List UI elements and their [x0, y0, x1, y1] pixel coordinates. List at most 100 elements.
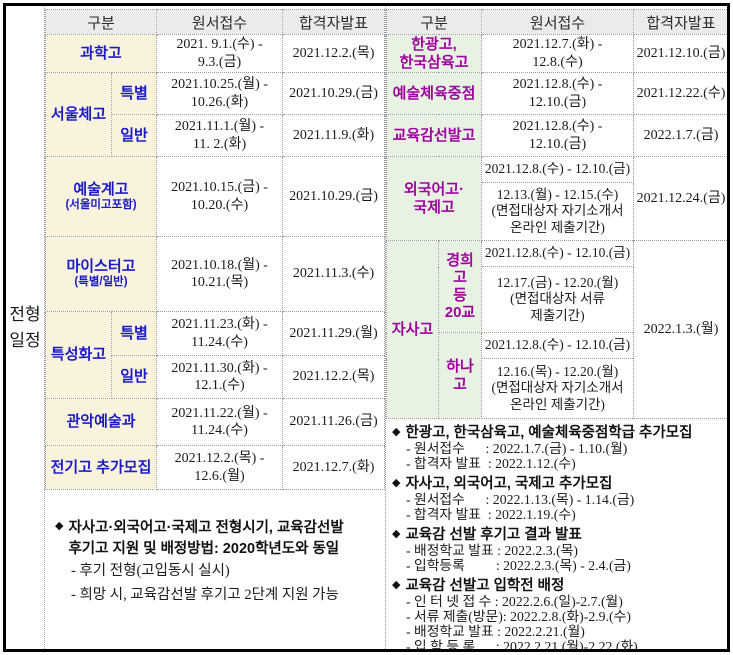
subcategory-cell-special: 특별 — [110, 72, 158, 115]
category-cell-vocational: 특성화고 — [45, 311, 112, 399]
apply-date-cell: 2021. 9.1.(수) - 9.3.(금) — [156, 34, 284, 73]
category-subnote: (특별/일반) — [74, 276, 128, 289]
left-header-announce: 합격자발표 — [282, 9, 386, 35]
subcategory-cell-general: 일반 — [110, 114, 158, 157]
table-row-early-extra: 전기고 추가모집 2021.12.2.(목) - 12.6.(월) 2021.1… — [44, 445, 386, 490]
announce-date-cell: 2021.12.7.(화) — [282, 445, 386, 490]
announce-date-cell: 2022.1.7.(금) — [633, 114, 727, 157]
apply-date-cell: 2021.10.15.(금) - 10.20.(수) — [156, 156, 284, 237]
apply-date-cell: 2021.11.23.(화) - 11.24.(수) — [156, 311, 284, 356]
apply-date-cell: 2021.10.18.(월) - 10.21.(목) — [156, 236, 284, 312]
table-row-science: 과학고 2021. 9.1.(수) - 9.3.(금) 2021.12.2.(목… — [44, 34, 386, 73]
table-row-arts: 예술계고 (서울미고포함) 2021.10.15.(금) - 10.20.(수)… — [44, 156, 386, 237]
diamond-bullet-icon: ◆ — [392, 476, 401, 489]
diamond-bullet-icon: ◆ — [55, 520, 64, 532]
left-header-row: 구분 원서접수 합격자발표 — [44, 9, 386, 35]
footnote-title-row: ◆ 자사고, 외국어고, 국제고 추가모집 — [392, 475, 726, 493]
announce-date-cell: 2022.1.3.(월) — [633, 240, 727, 419]
footnote-line: - 배정학교 발표 : 2022.2.3.(목) — [406, 542, 579, 558]
right-half: 구분 원서접수 합격자발표 한광고, 한국삼육고 2021.12.7.(화) -… — [385, 6, 728, 652]
category-cell-seoul-athletic: 서울체고 — [45, 72, 112, 157]
right-header-apply: 원서접수 — [481, 9, 635, 35]
right-header-category: 구분 — [385, 9, 483, 35]
announce-date-cell: 2021.11.9.(화) — [282, 114, 386, 157]
announce-date-cell: 2021.10.29.(금) — [282, 156, 386, 237]
apply-date-cell: 2021.12.8.(수) - 12.10.(금) — [481, 156, 635, 183]
footnote-section: ◆ 자사고, 외국어고, 국제고 추가모집 - 원서접수 : 2022.1.13… — [392, 475, 726, 523]
category-name: 예술계고 — [73, 180, 129, 198]
category-cell-hankwang: 한광고, 한국삼육고 — [385, 34, 483, 73]
apply-date-cell: 2021.12.8.(수) - 12.10.(금) — [481, 72, 635, 115]
category-cell-science: 과학고 — [44, 34, 158, 73]
table-row-meister: 마이스터고 (특별/일반) 2021.10.18.(월) - 10.21.(목)… — [44, 236, 386, 312]
announce-date-cell: 2021.12.2.(목) — [282, 355, 386, 399]
category-cell-gwanak-arts: 관악예술과 — [44, 398, 158, 446]
table-row-jasago-kyunghee-1: 자사고 경희고 등 20교 2021.12.8.(수) - 12.10.(금) … — [386, 240, 727, 419]
left-half: 구분 원서접수 합격자발표 과학고 2021. 9.1.(수) - 9.3.(금… — [44, 6, 386, 649]
category-cell-arts-sports-focus: 예술체육중점 — [385, 72, 483, 115]
right-header-row: 구분 원서접수 합격자발표 — [385, 9, 727, 35]
apply-date-cell: 12.13.(월) - 12.15.(수) (면접대상자 자기소개서 온라인 제… — [481, 182, 635, 241]
apply-date-cell: 2021.11.22.(월) - 11.24.(수) — [156, 398, 284, 446]
category-cell-superintendent-select: 교육감선발고 — [385, 114, 483, 157]
category-cell-meister: 마이스터고 (특별/일반) — [44, 236, 158, 312]
apply-date-cell: 2021.12.8.(수) - 12.10.(금) — [481, 240, 635, 267]
left-header-apply: 원서접수 — [156, 9, 284, 35]
category-cell-arts: 예술계고 (서울미고포함) — [44, 156, 158, 237]
footnote-title-row: ◆ 교육감 선발 후기고 결과 발표 — [392, 526, 726, 544]
table-row-jasago-hana-2: 12.16.(목) - 12.20.(월) (면접대상자 자기소개서 온라인 제… — [387, 358, 728, 419]
footnote-section: ◆ 교육감 선발 후기고 결과 발표 - 배정학교 발표 : 2022.2.3.… — [392, 526, 726, 574]
admission-schedule-sheet: 전형 일정 구분 원서접수 합격자발표 과학고 2021. 9.1.(수) - … — [3, 3, 730, 652]
category-name: 마이스터고 — [66, 258, 136, 276]
table-row-seoul-athletic-special: 서울체고 특별 2021.10.25.(월) - 10.26.(화) 2021.… — [45, 72, 386, 157]
subcategory-cell-hana: 하나고 — [437, 332, 483, 419]
apply-date-cell: 2021.12.8.(수) - 12.10.(금) — [481, 332, 635, 359]
footnote-line: - 입학등록 : 2022.2.3.(목) - 2.4.(금) — [406, 557, 631, 573]
right-schedule-table: 구분 원서접수 합격자발표 한광고, 한국삼육고 2021.12.7.(화) -… — [385, 9, 728, 419]
diamond-bullet-icon: ◆ — [392, 426, 401, 438]
category-cell-foreign-international: 외국어고· 국제고 — [385, 156, 483, 241]
footnote-title: 자사고, 외국어고, 국제고 추가모집 — [405, 475, 613, 492]
left-header-category: 구분 — [44, 9, 158, 35]
right-header-announce: 합격자발표 — [633, 9, 727, 35]
announce-date-cell: 2021.12.22.(수) — [633, 72, 727, 115]
footnote-line: - 입 학 등 록 : 2022.2.21.(월)-2.22.(화) — [406, 638, 638, 652]
announce-date-cell: 2021.12.2.(목) — [282, 34, 386, 73]
table-row-foreign-2: 12.13.(월) - 12.15.(수) (면접대상자 자기소개서 온라인 제… — [387, 182, 728, 241]
subcategory-cell-general: 일반 — [110, 355, 158, 399]
category-cell-early-extra: 전기고 추가모집 — [44, 445, 158, 490]
footnote-line: - 합격자 발표 : 2022.1.12.(수) — [406, 456, 576, 472]
apply-date-cell: 2021.12.7.(화) - 12.8.(수) — [481, 34, 635, 73]
left-schedule-table: 구분 원서접수 합격자발표 과학고 2021. 9.1.(수) - 9.3.(금… — [44, 9, 386, 490]
footnote-title-row: ◆ 한광고, 한국삼육고, 예술체육중점학급 추가모집 — [392, 424, 726, 442]
diamond-bullet-icon: ◆ — [392, 527, 401, 540]
row-group-label: 전형 일정 — [6, 6, 45, 649]
table-row-arts-sports-focus: 예술체육중점 2021.12.8.(수) - 12.10.(금) 2021.12… — [385, 72, 727, 115]
apply-date-cell: 12.16.(목) - 12.20.(월) (면접대상자 자기소개서 온라인 제… — [481, 358, 635, 419]
table-row-seoul-athletic-general: 일반 2021.11.1.(월) - 11. 2.(화) 2021.11.9.(… — [46, 114, 386, 157]
footnote-title-row: ◆ 교육감 선발고 입학전 배정 — [392, 577, 726, 595]
table-row-vocational-special: 특성화고 특별 2021.11.23.(화) - 11.24.(수) 2021.… — [45, 311, 386, 399]
category-cell-autonomous-private: 자사고 — [386, 240, 439, 419]
footnote-line: - 인 터 넷 접 수 : 2022.2.6.(일)-2.7.(월) — [406, 593, 623, 609]
footnote-line: - 배정학교 발표 : 2022.2.21.(월) — [406, 623, 585, 639]
footnote-title: 자사고·외국어고·국제고 전형시기, 교육감선발 후기고 지원 및 배정방법: … — [68, 520, 344, 558]
right-footnotes: ◆ 한광고, 한국삼육고, 예술체육중점학급 추가모집 - 원서접수 : 202… — [392, 424, 726, 652]
announce-date-cell: 2021.11.29.(월) — [282, 311, 386, 356]
table-row-gwanak-arts: 관악예술과 2021.11.22.(월) - 11.24.(수) 2021.11… — [44, 398, 386, 446]
apply-date-cell: 12.17.(금) - 12.20.(월) (면접대상자 서류 제출기간) — [481, 266, 635, 333]
announce-date-cell: 2021.12.24.(금) — [633, 156, 727, 241]
apply-date-cell: 2021.11.1.(월) - 11. 2.(화) — [156, 114, 284, 157]
footnote-title: 교육감 선발고 입학전 배정 — [405, 577, 565, 594]
announce-date-cell: 2021.11.3.(수) — [282, 236, 386, 312]
footnote-title: 한광고, 한국삼육고, 예술체육중점학급 추가모집 — [405, 425, 693, 441]
footnote-title: 교육감 선발 후기고 결과 발표 — [405, 526, 582, 543]
footnote-line: - 후기 전형(고입동시 실시) — [71, 563, 230, 580]
table-row-hankwang: 한광고, 한국삼육고 2021.12.7.(화) - 12.8.(수) 2021… — [385, 34, 727, 73]
subcategory-cell-special: 특별 — [110, 311, 158, 356]
apply-date-cell: 2021.11.30.(화) - 12.1.(수) — [156, 355, 284, 399]
footnote-section: ◆ 교육감 선발고 입학전 배정 - 인 터 넷 접 수 : 2022.2.6.… — [392, 577, 726, 652]
footnote-line: - 원서접수 : 2022.1.13.(목) - 1.14.(금) — [406, 492, 635, 508]
table-row-jasago-hana-1: 하나고 2021.12.8.(수) - 12.10.(금) — [387, 332, 728, 419]
left-footnote: ◆ 자사고·외국어고·국제고 전형시기, 교육감선발 후기고 지원 및 배정방법… — [55, 518, 381, 608]
